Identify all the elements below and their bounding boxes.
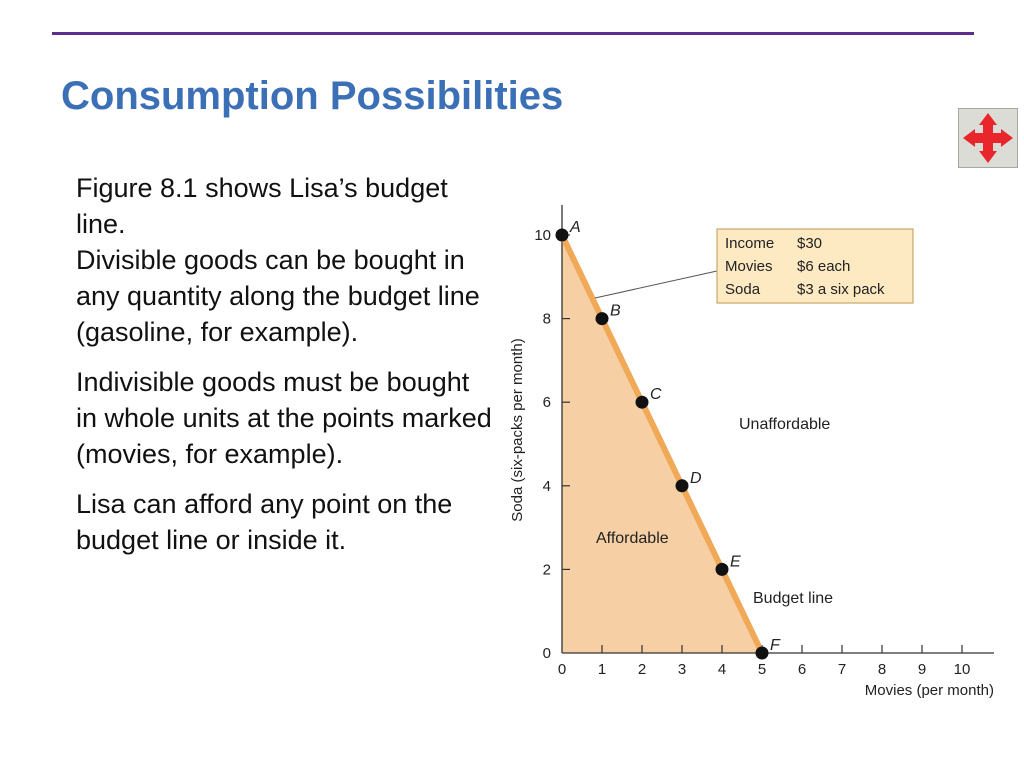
slide-title: Consumption Possibilities: [61, 74, 564, 118]
x-tick-label: 8: [878, 661, 886, 678]
navigation-button[interactable]: [958, 108, 1018, 168]
affordable-label: Affordable: [596, 530, 669, 547]
budget-line-chart: 0 2 4 6 8 10 0 1 2 3 4 5 6 7 8 9 10 Movies (per month) Sod…: [500, 195, 1010, 715]
budget-line-label: Budget line: [753, 590, 833, 607]
point-a: [555, 228, 569, 242]
info-box-value: $6 each: [797, 258, 850, 275]
info-box-label: Soda: [725, 281, 761, 298]
info-box: [716, 228, 914, 304]
x-tick-label: 0: [558, 661, 566, 678]
point-b: [595, 312, 609, 326]
chart-canvas: 0 2 4 6 8 10 0 1 2 3 4 5 6 7 8 9 10 Movies (per month) Sod…: [509, 205, 994, 699]
x-tick-label: 1: [598, 661, 606, 678]
info-box-value: $3 a six pack: [797, 281, 885, 298]
point-d: [675, 479, 689, 493]
y-tick-label: 2: [543, 561, 551, 578]
x-tick-label: 9: [918, 661, 926, 678]
paragraph: Lisa can afford any point on the budget …: [76, 489, 453, 555]
x-tick-label: 5: [758, 661, 766, 678]
y-tick-label: 6: [543, 394, 551, 411]
unaffordable-label: Unaffordable: [739, 416, 830, 433]
x-tick-label: 7: [838, 661, 846, 678]
y-tick-label: 0: [543, 645, 551, 662]
x-axis-label: Movies (per month): [865, 682, 994, 699]
point-label-e: E: [730, 553, 741, 570]
point-f: [755, 646, 769, 660]
point-e: [715, 562, 729, 576]
x-tick-label: 2: [638, 661, 646, 678]
body-text: Figure 8.1 shows Lisa’s budget line. Div…: [76, 170, 496, 558]
point-label-c: C: [650, 386, 662, 403]
info-box-label: Movies: [725, 258, 773, 275]
x-tick-label: 4: [718, 661, 726, 678]
four-way-arrow-icon: [963, 113, 1013, 163]
paragraph: Indivisible goods must be bought in whol…: [76, 367, 492, 469]
budget-line: [559, 232, 765, 656]
point-label-a: A: [569, 219, 581, 236]
x-tick-label: 6: [798, 661, 806, 678]
y-tick-label: 10: [534, 227, 551, 244]
info-box-leader: [594, 270, 718, 299]
y-tick-label: 8: [543, 311, 551, 328]
y-axis-label: Soda (six-packs per month): [509, 338, 526, 521]
paragraph: Divisible goods can be bought in any qua…: [76, 245, 480, 347]
point-c: [635, 395, 649, 409]
info-box-label: Income: [725, 235, 774, 252]
top-rule: [52, 32, 974, 35]
point-label-b: B: [610, 303, 621, 320]
y-tick-label: 4: [543, 478, 551, 495]
point-label-d: D: [690, 470, 702, 487]
point-label-f: F: [770, 637, 781, 654]
paragraph: Figure 8.1 shows Lisa’s budget line.: [76, 173, 448, 239]
x-tick-label: 3: [678, 661, 686, 678]
info-box-value: $30: [797, 235, 822, 252]
x-tick-label: 10: [954, 661, 971, 678]
